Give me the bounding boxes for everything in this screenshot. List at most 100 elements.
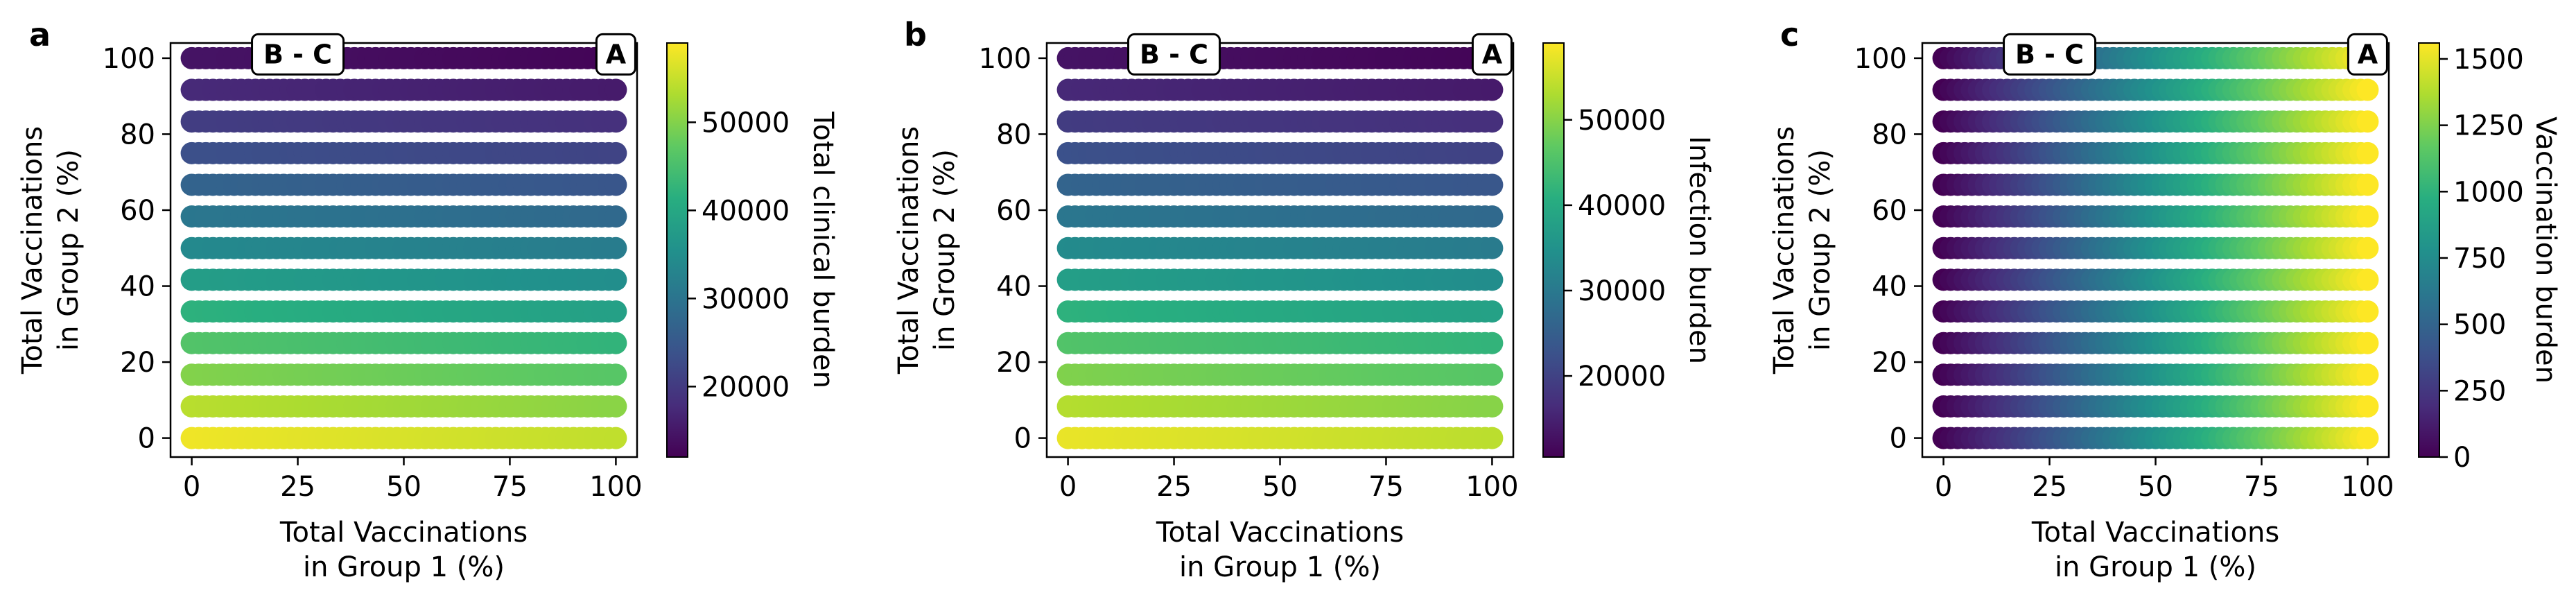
y-tick-label: 20 [120, 347, 155, 379]
marker-point [604, 110, 627, 133]
marker-row [1932, 141, 2379, 164]
marker-row [1056, 363, 1504, 386]
marker-row [1932, 427, 2379, 449]
marker-point [604, 427, 627, 449]
annotation-box [1127, 33, 1221, 76]
y-tick-label: 0 [1014, 423, 1032, 455]
annotation-label: B - C [263, 39, 332, 69]
y-tick-label: 80 [1872, 119, 1907, 150]
x-tick-label: 25 [2032, 471, 2067, 503]
y-tick-label: 100 [1854, 43, 1907, 75]
colorbar: 20000 30000 40000 50000 Infection burden [1542, 42, 1715, 458]
annotation-left: B - C [251, 33, 345, 76]
marker-point [1481, 205, 1504, 228]
y-tick-label: 80 [120, 119, 155, 150]
marker-row [1932, 110, 2379, 133]
marker-row [1056, 268, 1504, 291]
annotation-box [251, 33, 345, 76]
x-tick-label: 0 [1935, 471, 1952, 503]
marker-point [1481, 395, 1504, 418]
x-tick-label: 100 [589, 471, 642, 503]
panel-letter: b [904, 16, 927, 53]
annotation-box [595, 33, 636, 76]
colorbar-tick-label: 40000 [1578, 190, 1666, 222]
marker-point [604, 173, 627, 196]
panel-a: a 0 25 50 75 100 0 20 40 60 80 100 Total Vaccination… [17, 16, 839, 583]
annotation-label: A [2358, 39, 2378, 69]
y-axis-label: in Group 2 (%) [53, 149, 85, 351]
marker-point [604, 395, 627, 418]
x-tick-label: 75 [1368, 471, 1404, 503]
colorbar-tick-label: 1000 [2453, 176, 2524, 208]
marker-point [2356, 205, 2379, 228]
marker-row [1932, 46, 2379, 69]
marker-point [1481, 78, 1504, 101]
x-axis-label: in Group 1 (%) [1179, 551, 1381, 583]
marker-point [2356, 141, 2379, 164]
colorbar: 0 250 500 750 1000 1250 1500 Vaccination burden [2418, 42, 2561, 474]
marker-row [1056, 110, 1504, 133]
y-tick-label: 60 [120, 195, 155, 227]
colorbar-gradient [666, 42, 688, 458]
y-tick-label: 80 [996, 119, 1032, 150]
annotation-label: A [606, 39, 627, 69]
marker-row [1056, 46, 1504, 69]
annotation-label: B - C [2015, 39, 2084, 69]
marker-rows [180, 46, 627, 449]
x-axis-label: Total Vaccinations [1156, 517, 1404, 549]
colorbar-label: Vaccination burden [2530, 117, 2561, 384]
y-axis-label: Total Vaccinations [17, 126, 49, 375]
y-tick-label: 0 [138, 423, 155, 455]
x-tick-label: 100 [2341, 471, 2394, 503]
y-tick-label: 20 [996, 347, 1032, 379]
marker-row [1932, 363, 2379, 386]
panel-letter: a [29, 16, 51, 53]
x-axis-label: Total Vaccinations [2031, 517, 2279, 549]
marker-row [180, 363, 627, 386]
y-tick-label: 60 [996, 195, 1032, 227]
annotation-box [2003, 33, 2097, 76]
marker-row [1932, 268, 2379, 291]
marker-point [2356, 395, 2379, 418]
marker-point [1481, 363, 1504, 386]
annotation-right: A [1471, 33, 1513, 76]
y-axis-label: in Group 2 (%) [1804, 149, 1836, 351]
marker-point [604, 237, 627, 259]
x-tick-label: 0 [183, 471, 200, 503]
marker-point [2356, 427, 2379, 449]
y-tick-label: 40 [996, 271, 1032, 303]
marker-row [1056, 78, 1504, 101]
marker-row [180, 110, 627, 133]
y-tick-label: 40 [120, 271, 155, 303]
annotation-label: B - C [1140, 39, 1208, 69]
marker-point [604, 332, 627, 354]
colorbar-tick-label: 500 [2453, 309, 2506, 341]
marker-point [2356, 268, 2379, 291]
x-tick-label: 75 [492, 471, 528, 503]
x-tick-label: 25 [280, 471, 315, 503]
marker-row [180, 427, 627, 449]
y-tick-label: 100 [103, 43, 155, 75]
marker-point [2356, 173, 2379, 196]
x-axis-label: in Group 1 (%) [2055, 551, 2256, 583]
colorbar-label: Total clinical burden [807, 111, 839, 388]
y-axis-label: Total Vaccinations [1768, 126, 1800, 375]
x-tick-label: 25 [1156, 471, 1192, 503]
marker-point [604, 78, 627, 101]
marker-point [1481, 173, 1504, 196]
marker-row [1056, 427, 1504, 449]
annotation-left: B - C [2003, 33, 2097, 76]
x-tick-label: 75 [2244, 471, 2279, 503]
x-axis-label: Total Vaccinations [279, 517, 528, 549]
colorbar-tick-label: 250 [2453, 375, 2506, 407]
marker-point [2356, 110, 2379, 133]
marker-row [1932, 78, 2379, 101]
marker-point [604, 205, 627, 228]
marker-row [1056, 332, 1504, 354]
y-axis-label: in Group 2 (%) [929, 149, 961, 351]
marker-row [180, 78, 627, 101]
marker-point [604, 300, 627, 323]
colorbar-tick-label: 40000 [702, 195, 790, 227]
